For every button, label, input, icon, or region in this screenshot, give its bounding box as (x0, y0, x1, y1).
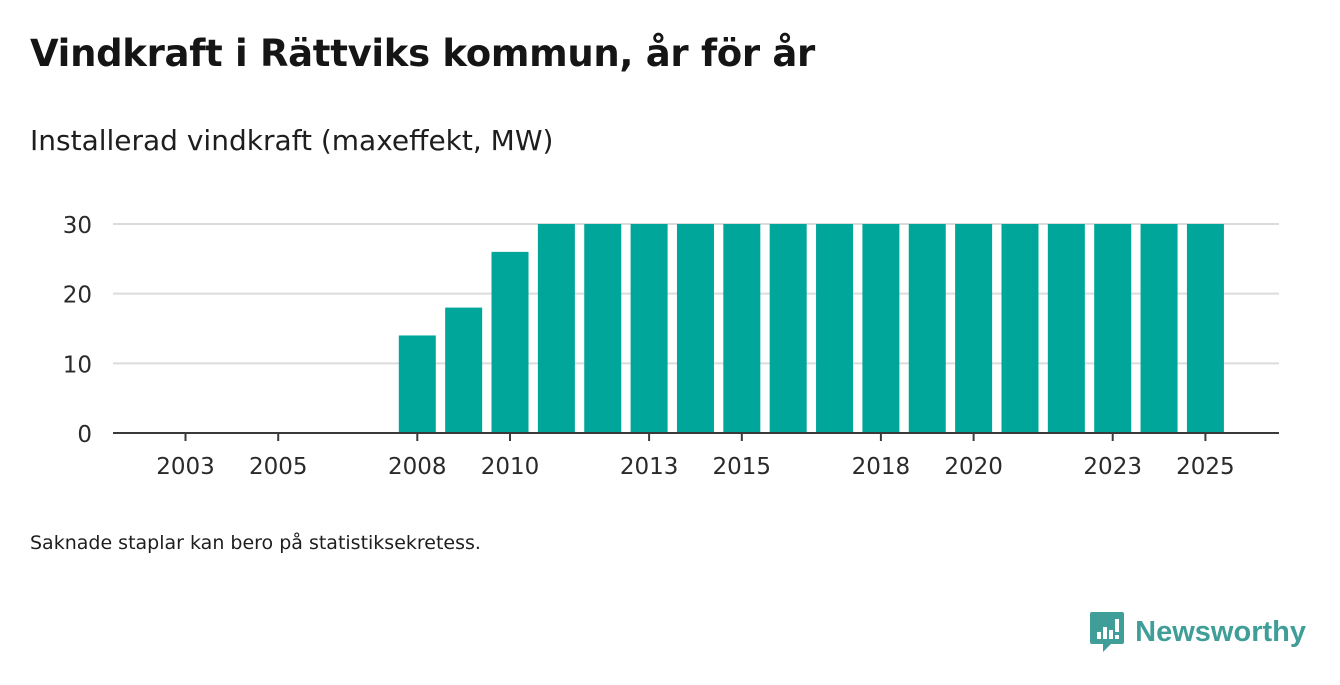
y-tick-label-0: 0 (77, 422, 92, 448)
y-tick-label-20: 20 (63, 283, 92, 309)
x-tick-label-2003: 2003 (156, 454, 215, 480)
bar-2017 (816, 224, 854, 433)
x-tick-label-2008: 2008 (388, 454, 447, 480)
newsworthy-logo-icon (1090, 612, 1125, 652)
bar-2020 (955, 224, 993, 433)
x-tick-label-2010: 2010 (481, 454, 540, 480)
bar-2016 (769, 224, 807, 433)
footnote: Saknade staplar kan bero på statistiksek… (30, 532, 481, 554)
bar-2024 (1140, 224, 1178, 433)
bar-2025 (1186, 224, 1224, 433)
x-tick-label-2020: 2020 (944, 454, 1003, 480)
chart-title: Vindkraft i Rättviks kommun, år för år (30, 32, 816, 75)
x-tick-label-2015: 2015 (713, 454, 772, 480)
brand-logo: Newsworthy (1089, 610, 1306, 654)
bar-2011 (537, 224, 575, 433)
bar-2015 (723, 224, 761, 433)
bar-2022 (1047, 224, 1085, 433)
bar-2014 (676, 224, 714, 433)
bar-2010 (491, 251, 529, 433)
x-tick-label-2025: 2025 (1176, 454, 1235, 480)
x-tick-label-2018: 2018 (852, 454, 911, 480)
y-tick-label-10: 10 (63, 352, 92, 378)
bar-2012 (584, 224, 622, 433)
x-tick-label-2005: 2005 (249, 454, 308, 480)
bar-2008 (398, 335, 436, 433)
bar-2018 (862, 224, 900, 433)
chart-subtitle: Installerad vindkraft (maxeffekt, MW) (30, 124, 554, 157)
bar-2013 (630, 224, 668, 433)
x-tick-label-2023: 2023 (1083, 454, 1142, 480)
bar-2023 (1094, 224, 1132, 433)
brand-name: Newsworthy (1135, 615, 1306, 648)
bar-2021 (1001, 224, 1039, 433)
bar-2009 (445, 307, 483, 433)
y-tick-label-30: 30 (63, 213, 92, 239)
x-tick-label-2013: 2013 (620, 454, 679, 480)
bar-2019 (908, 224, 946, 433)
